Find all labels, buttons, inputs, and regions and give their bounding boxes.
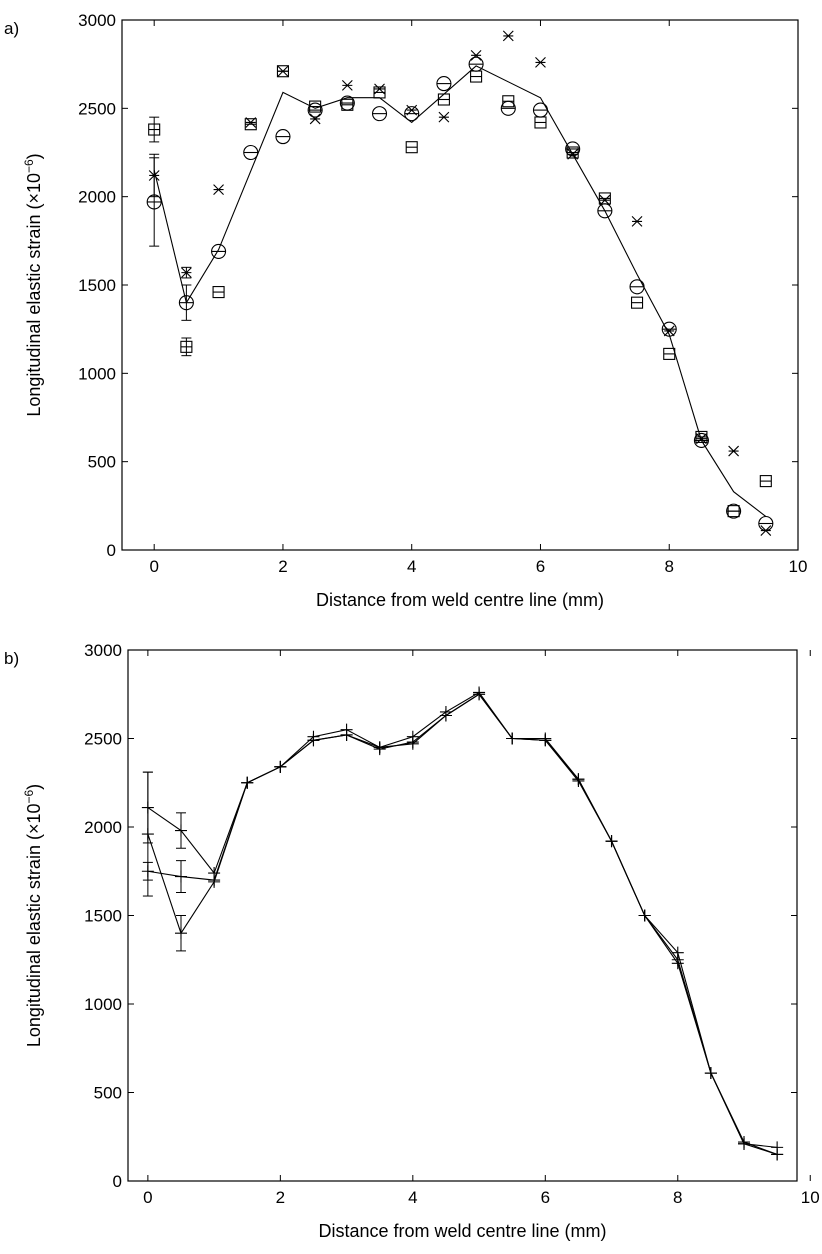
series-3 — [141, 688, 784, 1161]
data-point-cross — [535, 57, 546, 68]
data-point-plus — [307, 734, 320, 747]
panel-a-y-axis-label-end: ) — [24, 153, 44, 159]
x-tick-label: 8 — [673, 1188, 682, 1207]
data-point-plus — [406, 736, 419, 749]
data-point-plus — [771, 1148, 784, 1161]
series-line — [147, 693, 778, 1155]
panel-b-series — [141, 686, 784, 1161]
x-tick-label: 10 — [789, 557, 808, 576]
panel-b-y-axis-label-end: ) — [24, 784, 44, 790]
data-point-cross — [728, 445, 740, 457]
data-point-plus — [141, 865, 154, 878]
panel-a-plot-frame — [121, 19, 799, 551]
data-point-cross — [470, 49, 482, 61]
data-point-cross — [180, 267, 192, 279]
data-point-plus — [539, 734, 552, 747]
series-line — [147, 691, 778, 1148]
panel-a-y-axis-label-main: Longitudinal elastic strain (×10 — [24, 173, 44, 417]
data-point-plus — [174, 824, 187, 837]
panel-b-y-axis-label-exponent: −6 — [22, 790, 36, 804]
x-tick-label: 4 — [408, 1188, 417, 1207]
data-point-cross — [309, 113, 321, 125]
y-tick-label: 1500 — [84, 907, 122, 926]
data-point-plus — [439, 709, 452, 722]
data-point-plus — [738, 1137, 751, 1150]
data-point-plus — [340, 728, 353, 741]
y-tick-label: 0 — [113, 1172, 122, 1191]
y-tick-label: 1000 — [78, 364, 116, 383]
y-tick-label: 3000 — [78, 11, 116, 30]
data-point-cross — [760, 525, 772, 536]
series-4 — [153, 65, 767, 517]
series-2 — [148, 65, 772, 518]
data-point-cross — [277, 65, 289, 77]
data-point-plus — [274, 760, 287, 773]
data-point-cross — [406, 104, 418, 116]
series-3 — [148, 30, 772, 536]
panel-a-series — [146, 30, 774, 536]
data-point-cross — [599, 194, 611, 206]
data-point-cross — [245, 117, 257, 128]
x-tick-label: 6 — [536, 557, 545, 576]
data-point-plus — [373, 743, 386, 756]
x-tick-label: 10 — [801, 1188, 820, 1207]
y-tick-label: 2000 — [78, 188, 116, 207]
panel-b-plot-frame — [127, 649, 798, 1182]
y-tick-label: 2500 — [78, 99, 116, 118]
panel-b-y-axis-label: Longitudinal elastic strain (×10−6) — [22, 784, 44, 1047]
data-point-cross — [148, 170, 160, 181]
panel-a-chart: a) 0 2 4 6 8 10 0 500 1000 1500 2000 2500 3000 Dista… — [4, 11, 807, 610]
panel-b-label: b) — [4, 649, 19, 668]
data-point-plus — [671, 957, 684, 970]
data-point-plus — [605, 835, 618, 848]
x-tick-label: 0 — [149, 557, 158, 576]
panel-a-y-axis-label-exponent: −6 — [22, 159, 36, 173]
y-tick-label: 3000 — [84, 641, 122, 660]
panel-b-y-axis-label-main: Longitudinal elastic strain (×10 — [24, 804, 44, 1048]
data-point-plus — [506, 732, 519, 745]
y-tick-label: 2000 — [84, 818, 122, 837]
data-point-plus — [473, 688, 486, 701]
data-point-plus — [174, 927, 187, 940]
x-tick-label: 4 — [407, 557, 416, 576]
panel-a-x-axis-label: Distance from weld centre line (mm) — [316, 590, 604, 610]
x-tick-label: 6 — [541, 1188, 550, 1207]
data-point-cross — [631, 216, 643, 227]
data-point-cross — [502, 30, 514, 42]
y-tick-label: 0 — [107, 541, 116, 560]
y-tick-label: 1000 — [84, 995, 122, 1014]
series-1 — [141, 688, 784, 1161]
data-point-plus — [704, 1067, 717, 1080]
panel-a-y-axis-label: Longitudinal elastic strain (×10−6) — [22, 153, 44, 416]
x-tick-label: 2 — [278, 557, 287, 576]
panel-b-chart: b) 0 2 4 6 8 10 0 500 1000 1500 2000 2500 3000 Dista… — [4, 641, 820, 1241]
data-point-plus — [141, 801, 154, 814]
data-point-plus — [572, 774, 585, 787]
data-point-cross — [438, 111, 450, 123]
panel-a-label: a) — [4, 19, 19, 38]
series-1 — [146, 56, 774, 532]
data-point-cross — [374, 83, 385, 95]
x-tick-label: 8 — [665, 557, 674, 576]
y-tick-label: 500 — [94, 1084, 122, 1103]
data-point-plus — [241, 776, 254, 789]
data-point-plus — [174, 870, 187, 883]
data-point-plus — [208, 874, 221, 887]
panel-a-axes: 0 2 4 6 8 10 0 500 1000 1500 2000 2500 3000 — [78, 11, 807, 576]
data-point-plus — [638, 909, 651, 922]
panel-b-x-axis-label: Distance from weld centre line (mm) — [318, 1221, 606, 1241]
panel-b-axes: 0 2 4 6 8 10 0 500 1000 1500 2000 2500 3000 — [84, 641, 820, 1207]
series-2 — [141, 686, 784, 1154]
x-tick-label: 2 — [276, 1188, 285, 1207]
series-line — [147, 693, 778, 1155]
y-tick-label: 2500 — [84, 730, 122, 749]
data-point-plus — [671, 946, 684, 959]
data-point-cross — [341, 79, 353, 91]
y-tick-label: 500 — [88, 453, 116, 472]
series-line — [153, 65, 767, 517]
data-point-cross — [213, 184, 224, 195]
y-tick-label: 1500 — [78, 276, 116, 295]
x-tick-label: 0 — [143, 1188, 152, 1207]
